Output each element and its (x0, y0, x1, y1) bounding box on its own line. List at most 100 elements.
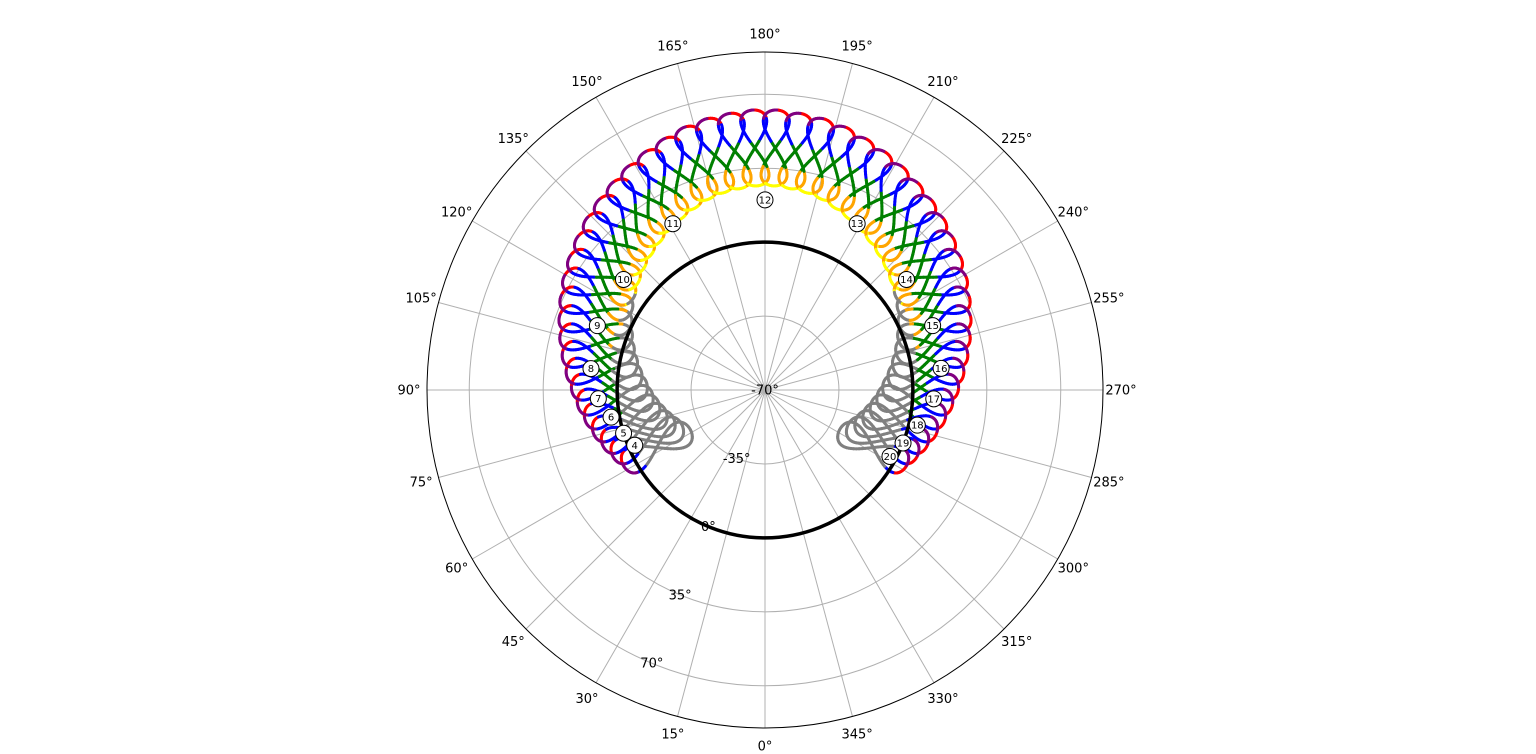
hour-marker-circle (615, 424, 633, 442)
axis-labels: 0°15°30°45°60°75°90°105°120°135°150°165°… (397, 28, 1136, 754)
hour-marker-circle (615, 270, 633, 288)
hour-marker: 5 (615, 424, 633, 442)
hour-marker-label: 17 (927, 394, 940, 405)
hour-marker-label: 6 (608, 413, 614, 424)
hour-marker-circle (908, 416, 926, 434)
angular-tick-label: 345° (841, 727, 872, 742)
analemma-segment (642, 149, 648, 154)
angular-tick-label: 45° (502, 635, 525, 650)
analemma-segment (596, 197, 602, 202)
hour-marker-circle (756, 191, 774, 209)
angular-gridline (472, 389, 766, 560)
hour-marker: 10 (615, 270, 633, 288)
angular-tick-label: 255° (1093, 291, 1124, 306)
analemma-segment (600, 442, 605, 448)
hour-marker-circle (894, 434, 912, 452)
hour-marker-label: 9 (594, 321, 600, 332)
angular-gridline (764, 150, 1005, 391)
analemma-segment (967, 330, 972, 336)
hour-marker-circle (589, 390, 607, 408)
angular-tick-label: 270° (1105, 384, 1136, 399)
analemma-segment (661, 136, 667, 141)
hour-marker: 17 (925, 390, 943, 408)
radial-tick-label: 0° (701, 520, 716, 535)
horizon-line (615, 240, 915, 540)
radial-tick-label: 35° (669, 588, 692, 603)
angular-gridline (764, 389, 1058, 560)
analemma-segment (559, 293, 563, 299)
angular-tick-label: 30° (575, 692, 598, 707)
hour-marker-circle (848, 215, 866, 233)
analemma-segment (610, 180, 615, 185)
hour-marker-label: 12 (759, 195, 772, 206)
angular-tick-label: 180° (749, 28, 780, 43)
radial-tick-label: -70° (751, 384, 779, 399)
hour-marker-circle (924, 317, 942, 335)
angular-gridline (764, 63, 853, 391)
analemma-segment (927, 196, 932, 201)
hour-marker-circle (664, 215, 682, 233)
hour-marker-label: 18 (911, 421, 924, 432)
radial-tick-label: 70° (640, 657, 663, 672)
angular-tick-label: 165° (657, 40, 688, 55)
analemma-segment (966, 292, 971, 297)
angular-tick-label: 150° (571, 75, 602, 90)
angular-gridline (764, 389, 1005, 630)
analemma-segment (557, 313, 562, 318)
angular-tick-label: 75° (410, 476, 433, 491)
hour-marker-circle (897, 270, 915, 288)
analemma-segment (905, 462, 910, 467)
analemma-segment (562, 273, 567, 279)
analemma-segment (575, 234, 580, 240)
hour-marker-label: 4 (632, 441, 638, 452)
analemma-segment (913, 179, 919, 184)
hour-marker-circle (582, 360, 600, 378)
analemma-segment (625, 164, 631, 169)
hour-marker-circle (932, 359, 950, 377)
angular-gridline (595, 389, 766, 683)
angular-gridline (764, 302, 1092, 391)
analemma-segment (916, 452, 920, 457)
hour-marker-circle (626, 436, 644, 454)
angular-tick-label: 195° (841, 40, 872, 55)
angular-tick-label: 120° (441, 206, 472, 221)
angular-gridline (677, 389, 766, 717)
angular-gridline (677, 63, 766, 391)
hour-marker: 8 (582, 360, 600, 378)
hour-marker-label: 11 (666, 219, 679, 230)
angular-tick-label: 0° (758, 740, 773, 754)
hour-marker: 18 (908, 416, 926, 434)
hour-marker: 12 (756, 191, 774, 209)
hour-marker-circle (925, 390, 943, 408)
hour-marker: 14 (897, 270, 915, 288)
analemma-segment (861, 136, 867, 140)
hour-marker-label: 20 (884, 452, 897, 463)
analemma-segment (957, 252, 962, 258)
analemma-segment (898, 163, 903, 168)
analemma-segment (880, 149, 886, 153)
angular-tick-label: 60° (445, 562, 468, 577)
horizon-circle (615, 240, 915, 540)
hour-marker-circle (881, 447, 899, 465)
hour-marker-circle (588, 317, 606, 335)
hour-marker: 6 (602, 408, 620, 426)
hour-marker: 19 (894, 434, 912, 452)
analemma-segment (682, 125, 687, 130)
hour-marker-circle (602, 408, 620, 426)
hour-marker-label: 16 (935, 364, 948, 375)
analemma-segment (939, 214, 944, 219)
hour-marker-label: 15 (926, 321, 939, 332)
hour-marker-label: 13 (851, 219, 864, 230)
hour-marker-label: 8 (588, 364, 594, 375)
analemma-segment (567, 254, 572, 259)
analemma-segment (967, 311, 972, 317)
polar-frame (426, 51, 1104, 729)
angular-tick-label: 15° (661, 727, 684, 742)
angular-gridline (595, 97, 766, 391)
analemma-segment (584, 215, 590, 221)
angular-tick-label: 285° (1093, 476, 1124, 491)
analemma-segment (962, 272, 967, 277)
hour-marker: 13 (848, 215, 866, 233)
radial-tick-label: -35° (723, 452, 751, 467)
